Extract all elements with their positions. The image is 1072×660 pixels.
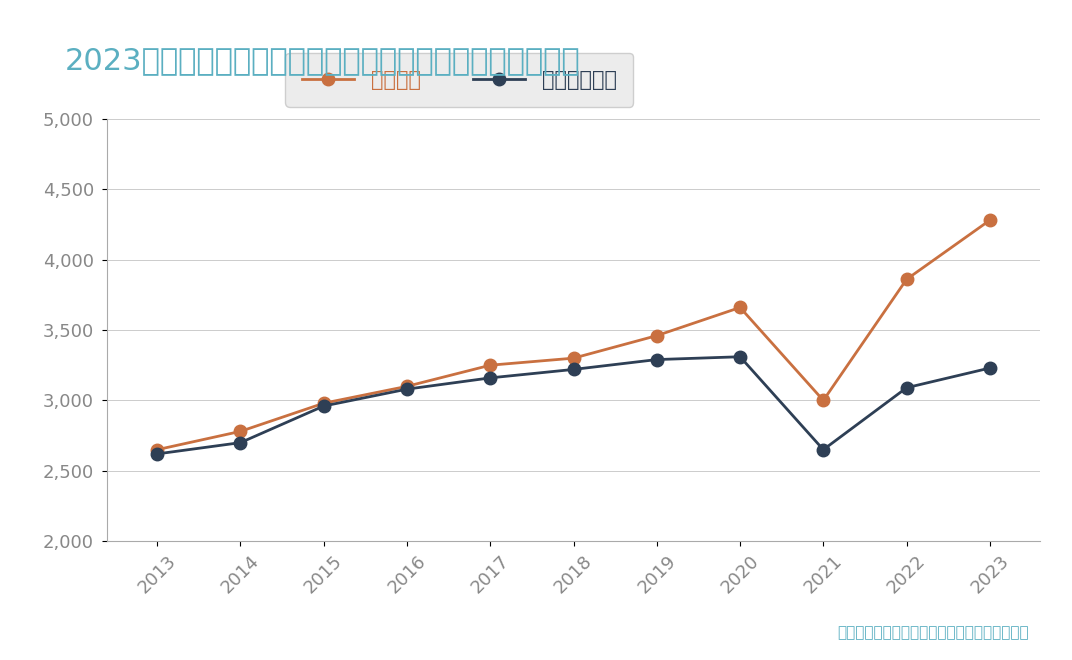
Text: 2023年度までの首都圏における中古マンションの成約価格: 2023年度までの首都圏における中古マンションの成約価格: [64, 46, 580, 75]
Legend: 成約物件, 新規登録物件: 成約物件, 新規登録物件: [285, 53, 634, 106]
Text: 参照：公益財団法人東日本不動産流通機構より: 参照：公益財団法人東日本不動産流通機構より: [837, 625, 1029, 640]
